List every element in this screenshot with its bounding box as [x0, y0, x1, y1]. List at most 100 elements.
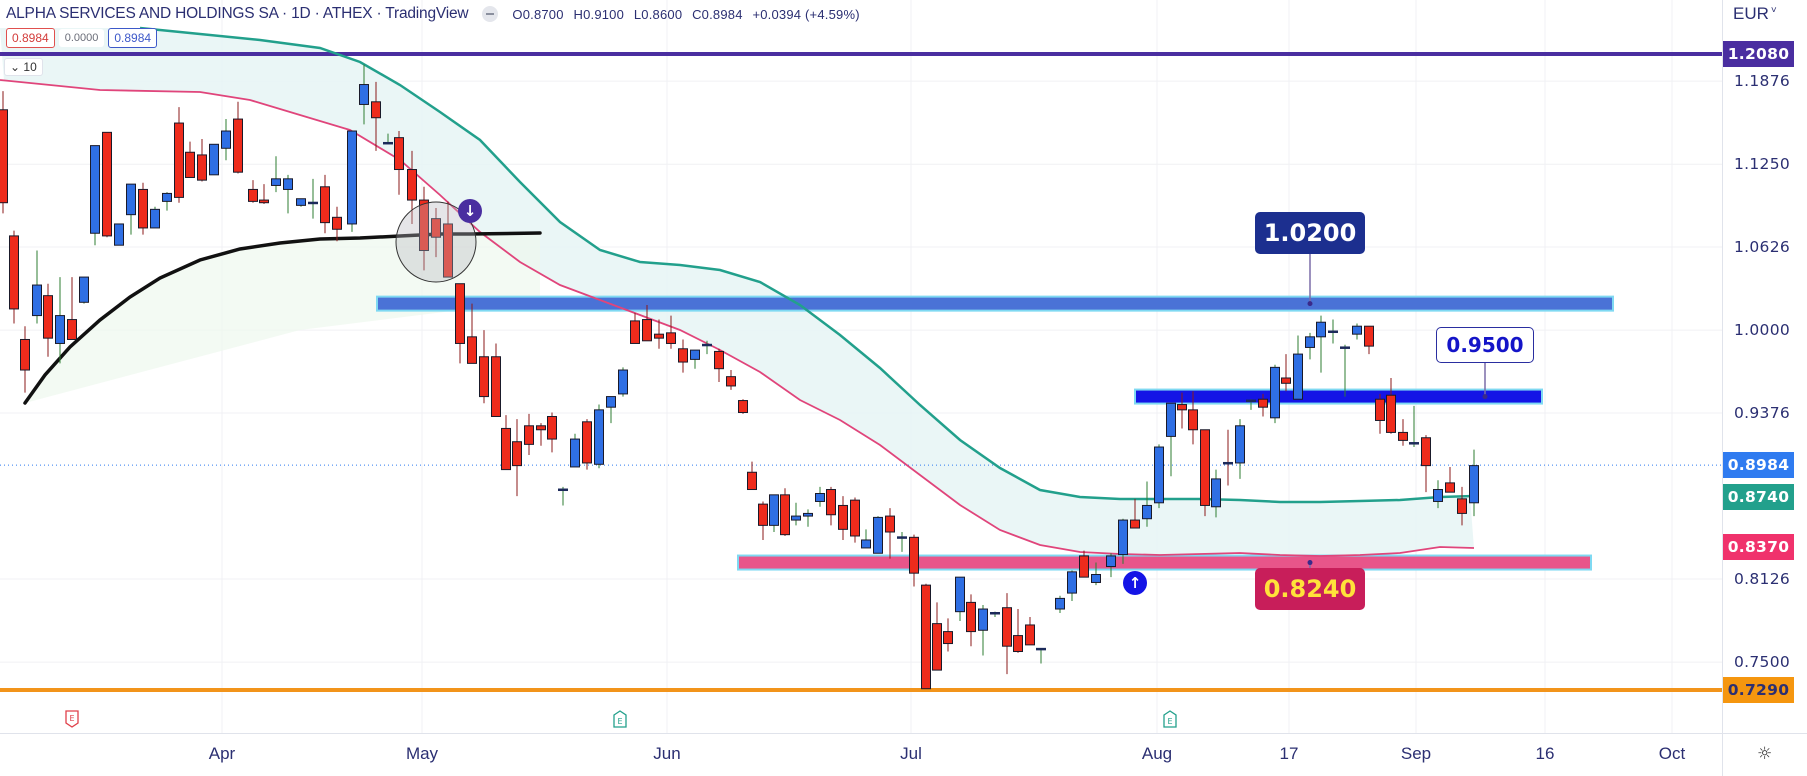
candle [197, 138, 207, 182]
candle [654, 319, 664, 349]
candle [1352, 323, 1362, 340]
currency-label: EUR [1733, 4, 1769, 23]
sell-button[interactable]: 0.8984 [6, 28, 55, 48]
trade-buttons: 0.8984 0.0000 0.8984 [6, 28, 158, 48]
price-badge: 1.2080 [1723, 41, 1794, 67]
candle [978, 605, 988, 656]
breakdown-circle [395, 201, 477, 283]
candle [479, 330, 489, 404]
candle [558, 486, 568, 506]
candle [1002, 593, 1012, 675]
candle [283, 174, 293, 214]
sell-signal-arrow-icon[interactable]: ↓ [458, 199, 482, 223]
earnings-e-icon[interactable]: E [1163, 710, 1177, 728]
time-tick-label: Sep [1400, 744, 1432, 763]
candle [1142, 481, 1152, 527]
candle [296, 198, 306, 207]
indicators-toggle-button[interactable]: ⌄ 10 [4, 58, 43, 76]
chevron-down-icon: ˅ [1770, 5, 1777, 16]
time-tick-label: 17 [1279, 744, 1299, 763]
candle [803, 509, 813, 527]
candle [32, 250, 42, 324]
candle [1091, 562, 1101, 586]
ema-slow-line [139, 26, 1475, 504]
ema-cloud [0, 28, 1474, 556]
candle [347, 130, 357, 232]
buy-signal-arrow-icon[interactable]: ↑ [1123, 571, 1147, 595]
candle [1340, 344, 1350, 397]
candle [791, 502, 801, 526]
collapse-legend-icon[interactable] [482, 6, 499, 22]
candle [126, 183, 136, 235]
price-badge: 0.8740 [1723, 484, 1794, 511]
ohlc-change: +0.0394 (+4.59%) [752, 6, 860, 22]
candle [9, 230, 19, 324]
time-tick-label: Jul [900, 744, 922, 763]
price-tick-label: 1.1250 [1734, 155, 1791, 174]
candle [1211, 469, 1221, 518]
candle [162, 192, 172, 211]
candle [1469, 449, 1479, 517]
candle [1067, 570, 1077, 602]
time-tick-label: Aug [1141, 744, 1173, 763]
symbol-title[interactable]: ALPHA SERVICES AND HOLDINGS SA · 1D · AT… [6, 5, 469, 22]
price-tick-label: 0.7500 [1734, 653, 1791, 672]
candle [1293, 335, 1303, 400]
candle [826, 486, 836, 526]
ohlc-low: L0.8600 [633, 6, 683, 22]
candle [43, 283, 53, 357]
candle [20, 326, 30, 393]
earnings-e-icon[interactable]: E [613, 710, 627, 728]
candle [1166, 402, 1176, 477]
candle [769, 494, 779, 533]
candle [383, 133, 393, 145]
candle [966, 594, 976, 647]
price-tick-label: 1.0000 [1734, 321, 1791, 340]
svg-text:E: E [1167, 717, 1172, 726]
candle [738, 399, 748, 414]
candle [1409, 405, 1419, 448]
settings-gear-icon[interactable]: ☼ [1757, 744, 1773, 764]
candle [248, 180, 258, 203]
resistance-zone-0950-label[interactable]: 0.9500 [1436, 327, 1534, 363]
earnings-e-icon[interactable]: E [65, 710, 79, 728]
support-zone-0824-label[interactable]: 0.8240 [1255, 568, 1365, 610]
candle [570, 433, 580, 468]
candle [582, 419, 592, 470]
spread-value: 0.0000 [58, 29, 105, 47]
candle [114, 223, 124, 246]
candle [758, 501, 768, 540]
currency-selector[interactable]: EUR ˅ [1733, 4, 1777, 24]
candle [221, 119, 231, 161]
candle [547, 412, 557, 453]
candle [932, 602, 942, 671]
candle [1223, 429, 1233, 486]
chevron-down-icon: ⌄ [10, 60, 21, 74]
candle [467, 303, 477, 364]
price-badge: 0.8370 [1723, 533, 1794, 560]
candle [1013, 609, 1023, 653]
candle [501, 415, 511, 471]
ohlc-high: H0.9100 [573, 6, 625, 22]
candle [714, 348, 724, 382]
buy-button[interactable]: 0.8984 [108, 28, 158, 48]
ohlc-close: C0.8984 [692, 6, 743, 22]
price-tick-label: 0.9376 [1734, 404, 1791, 423]
time-tick-label: Oct [1658, 744, 1686, 763]
candle [1118, 518, 1128, 564]
candle [815, 486, 825, 507]
resistance-zone-1020-label[interactable]: 1.0200 [1255, 212, 1365, 254]
time-tick-label: May [405, 744, 439, 763]
candle [606, 396, 616, 424]
candle [1445, 466, 1455, 493]
price-badge: 0.8984 [1723, 452, 1794, 479]
candle [1457, 486, 1467, 526]
candle [332, 206, 342, 242]
candle [838, 496, 848, 540]
candle [873, 516, 883, 554]
candle [1375, 393, 1385, 434]
candle [1316, 315, 1326, 373]
chart-header: ALPHA SERVICES AND HOLDINGS SA · 1D · AT… [6, 3, 866, 25]
candle [909, 534, 919, 587]
